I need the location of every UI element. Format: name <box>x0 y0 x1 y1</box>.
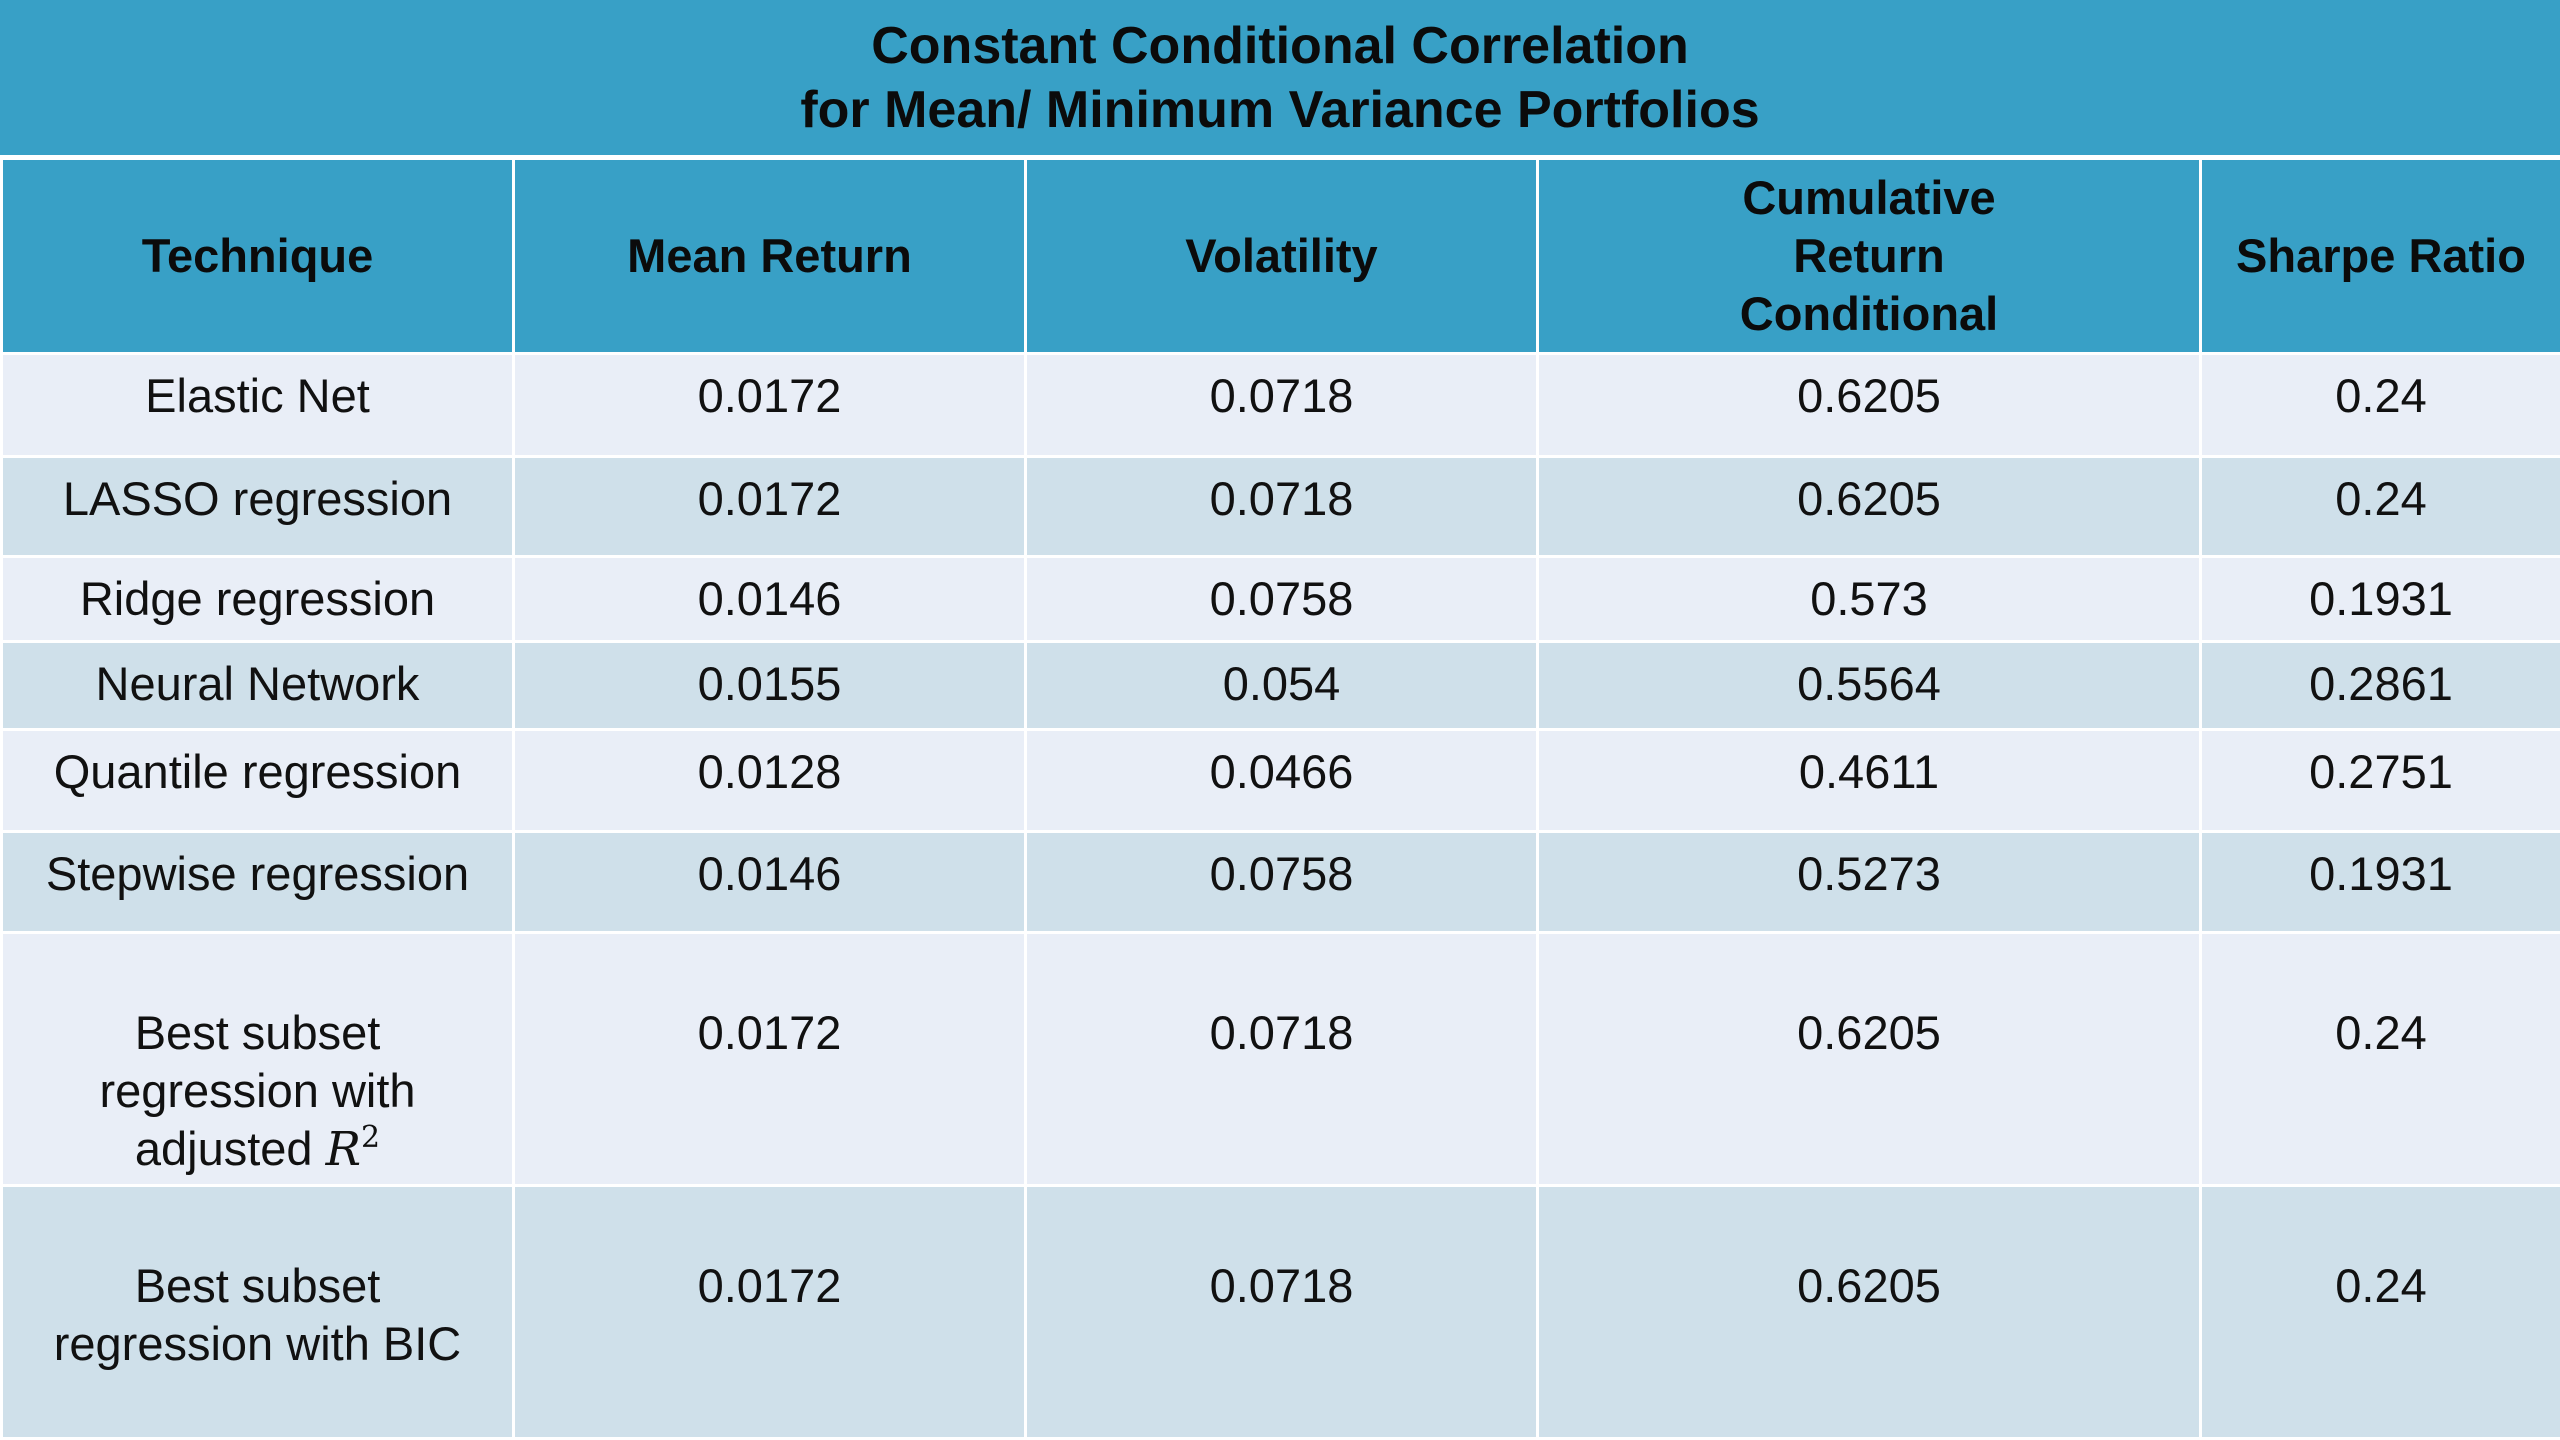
cell-mean-return: 0.0146 <box>512 830 1027 934</box>
cell-cumulative-return: 0.6205 <box>1536 930 2202 1187</box>
table-row: Stepwise regression 0.0146 0.0758 0.5273… <box>0 830 2560 934</box>
header-cumulative-line-3: Conditional <box>1739 286 1999 340</box>
title-line-2: for Mean/ Minimum Variance Portfolios <box>800 80 1760 139</box>
title-line-1: Constant Conditional Correlation <box>871 16 1689 75</box>
cell-cumulative-return: 0.573 <box>1536 555 2202 643</box>
cell-volatility: 0.0718 <box>1024 1183 1539 1440</box>
cell-sharpe-ratio: 0.24 <box>2199 930 2560 1187</box>
header-volatility: Volatility <box>1024 160 1539 353</box>
cell-sharpe-ratio: 0.2751 <box>2199 728 2560 834</box>
cell-volatility: 0.054 <box>1024 639 1539 732</box>
cell-cumulative-return: 0.6205 <box>1536 1183 2202 1440</box>
cell-mean-return: 0.0172 <box>512 1183 1027 1440</box>
cell-technique: Ridge regression <box>0 555 515 643</box>
header-row: Technique Mean Return Volatility Cumulat… <box>0 160 2560 353</box>
cell-sharpe-ratio: 0.2861 <box>2199 639 2560 732</box>
cell-cumulative-return: 0.6205 <box>1536 454 2202 559</box>
cell-sharpe-ratio: 0.24 <box>2199 454 2560 559</box>
cell-sharpe-ratio: 0.24 <box>2199 1183 2560 1440</box>
table-title: Constant Conditional Correlation for Mea… <box>0 0 2560 155</box>
technique-line-3: adjusted R2 <box>15 1120 500 1179</box>
table-row: Neural Network 0.0155 0.054 0.5564 0.286… <box>0 639 2560 732</box>
table-row: Elastic Net 0.0172 0.0718 0.6205 0.24 <box>0 351 2560 458</box>
r-symbol: R <box>325 1121 362 1177</box>
cell-volatility: 0.0718 <box>1024 351 1539 458</box>
technique-line-2: regression with BIC <box>53 1316 462 1370</box>
cell-technique: Stepwise regression <box>0 830 515 934</box>
technique-line-2: regression with <box>99 1063 416 1117</box>
table-row: Best subset regression with adjusted R2 … <box>0 930 2560 1187</box>
cell-mean-return: 0.0172 <box>512 930 1027 1187</box>
cell-technique: Quantile regression <box>0 728 515 834</box>
cell-volatility: 0.0758 <box>1024 830 1539 934</box>
cell-technique: LASSO regression <box>0 454 515 559</box>
r-exponent: 2 <box>361 1119 381 1155</box>
cell-sharpe-ratio: 0.24 <box>2199 351 2560 458</box>
cell-mean-return: 0.0155 <box>512 639 1027 732</box>
cell-volatility: 0.0718 <box>1024 454 1539 559</box>
cell-cumulative-return: 0.4611 <box>1536 728 2202 834</box>
cell-sharpe-ratio: 0.1931 <box>2199 830 2560 934</box>
cell-technique: Elastic Net <box>0 351 515 458</box>
cell-technique: Best subset regression with adjusted R2 <box>0 930 515 1187</box>
cell-sharpe-ratio: 0.1931 <box>2199 555 2560 643</box>
table-row: LASSO regression 0.0172 0.0718 0.6205 0.… <box>0 454 2560 559</box>
r-squared-symbol: R2 <box>326 1122 380 1177</box>
cell-mean-return: 0.0172 <box>512 454 1027 559</box>
cell-mean-return: 0.0128 <box>512 728 1027 834</box>
cell-technique: Neural Network <box>0 639 515 732</box>
cell-cumulative-return: 0.6205 <box>1536 351 2202 458</box>
cell-mean-return: 0.0146 <box>512 555 1027 643</box>
technique-line-1: Best subset <box>134 1005 381 1059</box>
results-table: Technique Mean Return Volatility Cumulat… <box>0 160 2560 1440</box>
technique-adjusted-text: adjusted <box>134 1121 313 1175</box>
technique-line-1: Best subset <box>134 1258 381 1312</box>
header-cumulative-line-2: Return <box>1793 228 1945 282</box>
cell-cumulative-return: 0.5564 <box>1536 639 2202 732</box>
table-row: Ridge regression 0.0146 0.0758 0.573 0.1… <box>0 555 2560 643</box>
cell-mean-return: 0.0172 <box>512 351 1027 458</box>
table-row: Quantile regression 0.0128 0.0466 0.4611… <box>0 728 2560 834</box>
cell-cumulative-return: 0.5273 <box>1536 830 2202 934</box>
table-row: Best subset regression with BIC 0.0172 0… <box>0 1183 2560 1440</box>
cell-volatility: 0.0758 <box>1024 555 1539 643</box>
cell-technique: Best subset regression with BIC <box>0 1183 515 1440</box>
header-cumulative-line-1: Cumulative <box>1742 170 1996 224</box>
cell-volatility: 0.0718 <box>1024 930 1539 1187</box>
cell-volatility: 0.0466 <box>1024 728 1539 834</box>
header-cumulative-return: Cumulative Return Conditional <box>1536 160 2202 353</box>
header-technique: Technique <box>0 160 515 353</box>
header-sharpe-ratio: Sharpe Ratio <box>2199 160 2560 353</box>
header-mean-return: Mean Return <box>512 160 1027 353</box>
